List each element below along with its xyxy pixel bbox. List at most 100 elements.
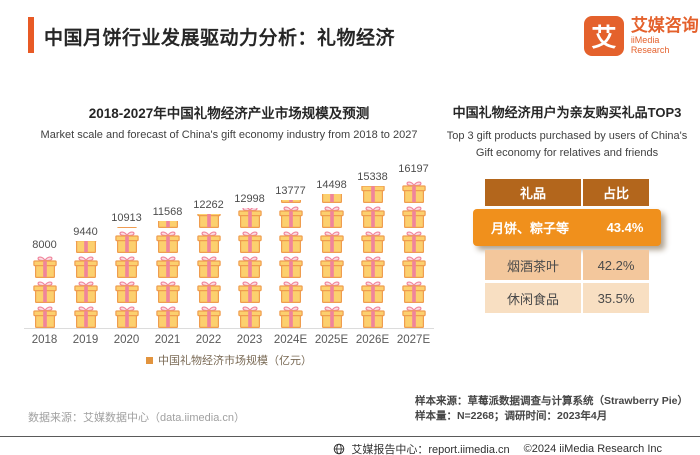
- gift-icon: [278, 306, 303, 328]
- bar-value-label: 16197: [398, 163, 429, 175]
- gift-icon: [401, 231, 426, 253]
- footer-divider: [0, 436, 700, 437]
- gift-bar: [73, 241, 99, 328]
- gift-icon: [196, 281, 221, 303]
- gift-icon: [73, 256, 98, 278]
- gift-icon: [360, 256, 385, 278]
- top3-title: 中国礼物经济用户为亲友购买礼品TOP3: [452, 105, 682, 120]
- chart-title: 2018-2027年中国礼物经济产业市场规模及预测: [88, 106, 370, 121]
- legend-label: 中国礼物经济市场规模（亿元）: [158, 355, 312, 367]
- gift-bar: [360, 186, 386, 328]
- x-axis-label: 2019: [72, 334, 99, 346]
- gift-bar-chart: 8000 9440 10913 11568 12262 12998 13777 14498 15…: [24, 151, 434, 329]
- sample-source-note: 样本来源：草莓派数据调查与计算系统（Strawberry Pie）: [414, 395, 688, 407]
- gift-icon: [196, 306, 221, 328]
- gift-icon: [278, 281, 303, 303]
- gift-icon: [360, 306, 385, 328]
- market-chart-section: 2018-2027年中国礼物经济产业市场规模及预测 Market scale a…: [24, 102, 434, 368]
- chart-bar-2022: 12262: [188, 199, 229, 328]
- gift-icon: [32, 306, 57, 328]
- top3-section: 中国礼物经济用户为亲友购买礼品TOP3 Top 3 gift products …: [438, 102, 696, 316]
- gift-bar: [196, 214, 222, 328]
- bar-value-label: 11568: [152, 206, 183, 218]
- x-axis-label: 2020: [113, 334, 140, 346]
- chart-bar-2025E: 14498: [311, 179, 352, 328]
- x-axis-label: 2027E: [396, 334, 431, 346]
- gift-icon: [155, 306, 180, 328]
- top3-table: 礼品 占比 月饼、粽子等 43.4% 烟酒茶叶 42.2% 休闲食品 35.5%: [473, 179, 661, 314]
- gift-icon: [401, 281, 426, 303]
- gift-bar: [319, 194, 345, 328]
- gift-icon: [401, 306, 426, 328]
- gift-icon: [360, 206, 385, 228]
- gift-icon: [74, 241, 97, 253]
- gift-icon: [401, 206, 426, 228]
- gift-icon: [319, 281, 344, 303]
- gift-icon: [360, 281, 385, 303]
- gift-icon: [401, 256, 426, 278]
- gift-bar: [401, 178, 427, 328]
- gift-icon: [280, 200, 301, 203]
- globe-icon: [334, 443, 345, 455]
- share-cell: 42.2%: [583, 250, 649, 281]
- bar-value-label: 12998: [234, 193, 265, 205]
- gift-icon: [319, 206, 344, 228]
- gift-icon: [196, 231, 221, 253]
- col-header-share: 占比: [583, 179, 649, 207]
- x-axis-label: 2018: [31, 334, 58, 346]
- gift-icon: [32, 281, 57, 303]
- gift-icon: [32, 256, 57, 278]
- gift-bar: [278, 200, 304, 328]
- x-axis-label: 2025E: [314, 334, 349, 346]
- gift-icon: [278, 256, 303, 278]
- gift-icon: [237, 281, 262, 303]
- chart-subtitle: Market scale and forecast of China's gif…: [40, 129, 418, 141]
- footer-copyright: ©2024 iiMedia Research Inc: [523, 443, 662, 455]
- gift-icon: [73, 306, 98, 328]
- gift-bar: [237, 208, 263, 328]
- bar-value-label: 13777: [275, 185, 306, 197]
- gift-icon: [196, 214, 221, 228]
- bar-value-label: 8000: [32, 239, 57, 251]
- gift-icon: [278, 206, 303, 228]
- table-row-highlighted: 月饼、粽子等 43.4%: [473, 209, 661, 247]
- chart-bar-2024E: 13777: [270, 185, 311, 328]
- gift-icon: [319, 306, 344, 328]
- chart-bar-2020: 10913: [106, 212, 147, 328]
- gift-icon: [360, 231, 385, 253]
- bar-value-label: 10913: [111, 212, 142, 224]
- x-axis-label: 2026E: [355, 334, 390, 346]
- brand-name-en: iiMedia Research: [630, 35, 670, 56]
- footer-site: 艾媒报告中心：report.iimedia.cn: [351, 444, 510, 455]
- col-header-gift: 礼品: [485, 179, 581, 207]
- gift-icon: [114, 281, 139, 303]
- x-axis-label: 2021: [154, 334, 181, 346]
- brand-mark-icon: 艾: [584, 16, 624, 56]
- share-cell: 35.5%: [583, 283, 649, 314]
- gift-bar: [114, 227, 140, 328]
- gift-icon: [278, 231, 303, 253]
- gift-icon: [155, 231, 180, 253]
- gift-name-cell: 休闲食品: [485, 283, 581, 314]
- gift-icon: [321, 194, 342, 203]
- top3-subtitle: Top 3 gift products purchased by users o…: [446, 130, 688, 160]
- chart-bar-2018: 8000: [24, 239, 65, 328]
- table-header-row: 礼品 占比: [485, 179, 649, 207]
- gift-icon: [114, 256, 139, 278]
- chart-bar-2027E: 16197: [393, 163, 434, 328]
- sample-notes: 样本来源：草莓派数据调查与计算系统（Strawberry Pie） 样本量：N=…: [415, 394, 688, 424]
- brand-wordmark: 艾媒咨询 iiMedia Research: [630, 15, 700, 56]
- gift-bar: [32, 254, 58, 328]
- table-row: 烟酒茶叶 42.2%: [485, 250, 649, 281]
- gift-bar: [155, 221, 181, 328]
- gift-icon: [319, 231, 344, 253]
- gift-icon: [114, 231, 139, 253]
- gift-name-cell: 烟酒茶叶: [485, 250, 581, 281]
- chart-legend: 中国礼物经济市场规模（亿元）: [24, 352, 434, 368]
- brand-name-cn: 艾媒咨询: [630, 15, 699, 35]
- table-row: 休闲食品 35.5%: [485, 283, 649, 314]
- gift-icon: [155, 256, 180, 278]
- x-axis-label: 2022: [195, 334, 222, 346]
- gift-name-cell: 月饼、粽子等: [490, 221, 569, 237]
